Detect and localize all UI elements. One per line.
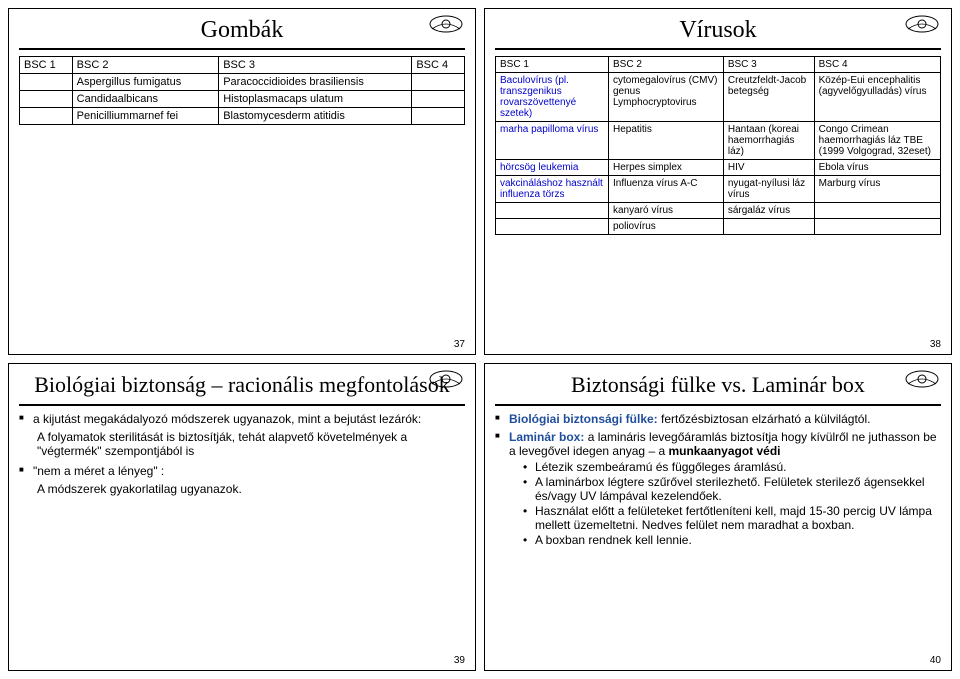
table-virusok: BSC 1 BSC 2 BSC 3 BSC 4 Baculovírus (pl.… [495, 56, 941, 235]
table-header-row: BSC 1 BSC 2 BSC 3 BSC 4 [20, 57, 465, 74]
col-header: BSC 2 [608, 57, 723, 73]
slide-number: 40 [930, 655, 941, 666]
slide-number: 39 [454, 655, 465, 666]
table-row: Baculovírus (pl. transzgenikus rovarszöv… [496, 73, 941, 122]
bullet: Laminár box: a lamináris levegőáramlás b… [495, 430, 941, 547]
slide-40: Biztonsági fülke vs. Laminár box Biológi… [484, 363, 952, 671]
table-row: Aspergillus fumigatusParacoccidioides br… [20, 74, 465, 91]
bullet: a kijutást megakádalyozó módszerek ugyan… [19, 412, 465, 426]
table-row: Penicilliummarnef feiBlastomycesderm ati… [20, 108, 465, 125]
table-row: vakcináláshoz használt influenza törzsIn… [496, 176, 941, 203]
table-gombak: BSC 1 BSC 2 BSC 3 BSC 4 Aspergillus fumi… [19, 56, 465, 125]
slide-38: Vírusok BSC 1 BSC 2 BSC 3 BSC 4 Baculoví… [484, 8, 952, 355]
col-header: BSC 1 [496, 57, 609, 73]
table-header-row: BSC 1 BSC 2 BSC 3 BSC 4 [496, 57, 941, 73]
slide-title: Vírusok [495, 17, 941, 44]
term: Biológiai biztonsági fülke: [509, 412, 658, 426]
col-header: BSC 3 [219, 57, 412, 74]
indent-text: A módszerek gyakorlatilag ugyanazok. [19, 482, 465, 496]
table-row: poliovírus [496, 219, 941, 235]
slide-title: Biztonsági fülke vs. Laminár box [495, 372, 941, 398]
term: Laminár box: [509, 430, 584, 444]
indent-text: A folyamatok sterilitását is biztosítják… [19, 430, 465, 458]
slide-37: Gombák BSC 1 BSC 2 BSC 3 BSC 4 Aspergill… [8, 8, 476, 355]
slide-title: Gombák [19, 17, 465, 44]
slide-number: 37 [454, 339, 465, 350]
text: fertőzésbiztosan elzárható a külvilágtól… [658, 412, 871, 426]
col-header: BSC 3 [723, 57, 814, 73]
logo-icon [429, 15, 463, 33]
sub-bullet: A laminárbox légtere szűrővel sterilezhe… [523, 475, 941, 503]
logo-icon [905, 370, 939, 388]
title-line [495, 48, 941, 50]
logo-icon [905, 15, 939, 33]
table-row: hörcsög leukemiaHerpes simplexHIVEbola v… [496, 160, 941, 176]
bullet: Biológiai biztonsági fülke: fertőzésbizt… [495, 412, 941, 426]
slide-number: 38 [930, 339, 941, 350]
sub-bullet: A boxban rendnek kell lennie. [523, 533, 941, 547]
col-header: BSC 4 [412, 57, 465, 74]
sub-bullet: Használat előtt a felületeket fertőtlení… [523, 504, 941, 532]
term: munkaanyagot védi [668, 444, 780, 458]
bullet: "nem a méret a lényeg" : [19, 464, 465, 478]
slide-39: Biológiai biztonság – racionális megfont… [8, 363, 476, 671]
sub-bullet: Létezik szembeáramú és függőleges áramlá… [523, 460, 941, 474]
title-line [19, 404, 465, 406]
table-row: CandidaalbicansHistoplasmacaps ulatum [20, 91, 465, 108]
table-row: marha papilloma vírusHepatitisHantaan (k… [496, 122, 941, 160]
col-header: BSC 1 [20, 57, 73, 74]
col-header: BSC 2 [72, 57, 219, 74]
table-row: kanyaró vírussárgaláz vírus [496, 203, 941, 219]
title-line [495, 404, 941, 406]
col-header: BSC 4 [814, 57, 940, 73]
logo-icon [429, 370, 463, 388]
slide-title: Biológiai biztonság – racionális megfont… [19, 372, 465, 398]
title-line [19, 48, 465, 50]
